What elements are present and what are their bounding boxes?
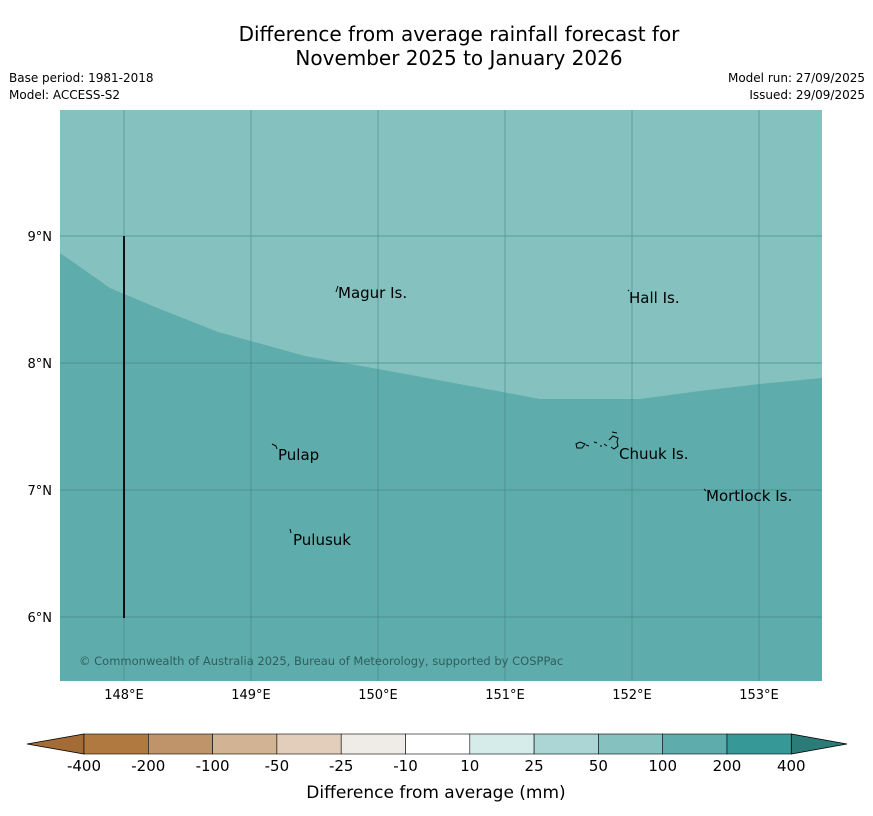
model-name: Model: ACCESS-S2 xyxy=(9,88,121,102)
colorbar-segment xyxy=(405,733,471,755)
colorbar-tick-label: 400 xyxy=(777,757,806,775)
colorbar-extend-low xyxy=(26,733,85,755)
lon-tick-labels: 148°E 149°E 150°E 151°E 152°E 153°E xyxy=(104,688,779,703)
lon-tick-150: 150°E xyxy=(358,688,398,703)
island-outlines xyxy=(271,285,707,534)
island-mortlock-outline xyxy=(703,488,707,492)
island-label-mortlock[interactable]: Mortlock Is. xyxy=(706,487,792,505)
title-line-1: Difference from average rainfall forecas… xyxy=(238,22,680,46)
colorbar-segment xyxy=(533,733,599,755)
colorbar: -400 -200 -100 -50 -25 -10 10 25 50 100 200 400 xyxy=(26,733,848,775)
lon-tick-153: 153°E xyxy=(739,688,779,703)
island-label-magur[interactable]: Magur Is. xyxy=(338,284,407,302)
base-period: Base period: 1981-2018 xyxy=(9,71,154,85)
colorbar-tick-label: -400 xyxy=(67,757,101,775)
meta-right: Model run: 27/09/2025 Issued: 29/09/2025 xyxy=(728,70,865,104)
meta-left: Base period: 1981-2018 Model: ACCESS-S2 xyxy=(9,70,154,104)
lon-tick-148: 148°E xyxy=(104,688,144,703)
island-label-chuuk[interactable]: Chuuk Is. xyxy=(619,445,688,463)
colorbar-tick-label: -100 xyxy=(196,757,230,775)
island-label-pulap[interactable]: Pulap xyxy=(278,446,319,464)
colorbar-extend-high xyxy=(790,733,848,755)
colorbar-segment xyxy=(276,733,342,755)
issued-date: Issued: 29/09/2025 xyxy=(749,88,865,102)
island-pulusuk-outline xyxy=(289,528,292,534)
island-pulap-outline xyxy=(271,443,278,450)
colorbar-segment xyxy=(148,733,213,755)
lat-tick-8: 8°N xyxy=(28,357,53,372)
colorbar-tick-label: 25 xyxy=(525,757,544,775)
lat-tick-9: 9°N xyxy=(28,230,53,245)
island-label-pulusuk[interactable]: Pulusuk xyxy=(293,531,351,549)
colorbar-segment xyxy=(340,733,406,755)
lat-tick-labels: 9°N 8°N 7°N 6°N xyxy=(28,230,53,626)
lat-tick-6: 6°N xyxy=(28,611,53,626)
colorbar-tick-label: -50 xyxy=(265,757,290,775)
map-panel[interactable]: Magur Is. Hall Is. Pulap Chuuk Is. Mortl… xyxy=(60,110,822,681)
island-hall-outline xyxy=(627,289,630,292)
colorbar-tick-label: -10 xyxy=(393,757,418,775)
colorbar-segment xyxy=(726,733,792,755)
island-magur-outline xyxy=(335,285,339,293)
colorbar-tick-label: 50 xyxy=(589,757,608,775)
colorbar-tick-label: -25 xyxy=(329,757,354,775)
colorbar-tick-label: 10 xyxy=(460,757,479,775)
lon-tick-152: 152°E xyxy=(612,688,652,703)
colorbar-tick-label: -200 xyxy=(131,757,165,775)
copyright-notice: © Commonwealth of Australia 2025, Bureau… xyxy=(79,654,563,668)
colorbar-segment xyxy=(83,733,149,755)
lon-tick-149: 149°E xyxy=(231,688,271,703)
lat-tick-7: 7°N xyxy=(28,484,53,499)
region-lower xyxy=(60,253,822,681)
colorbar-segment xyxy=(662,733,728,755)
island-label-hall[interactable]: Hall Is. xyxy=(629,289,680,307)
island-chuuk-outline xyxy=(575,431,619,450)
lon-tick-151: 151°E xyxy=(485,688,525,703)
colorbar-tick-label: 200 xyxy=(713,757,742,775)
colorbar-segment xyxy=(212,733,278,755)
colorbar-tick-label: 100 xyxy=(648,757,677,775)
colorbar-label: Difference from average (mm) xyxy=(306,783,565,803)
chart-title: Difference from average rainfall forecas… xyxy=(0,22,873,70)
island-labels: Magur Is. Hall Is. Pulap Chuuk Is. Mortl… xyxy=(278,284,792,549)
model-run: Model run: 27/09/2025 xyxy=(727,71,865,85)
colorbar-segment xyxy=(469,733,535,755)
title-line-2: November 2025 to January 2026 xyxy=(295,46,623,70)
colorbar-segment xyxy=(598,733,664,755)
